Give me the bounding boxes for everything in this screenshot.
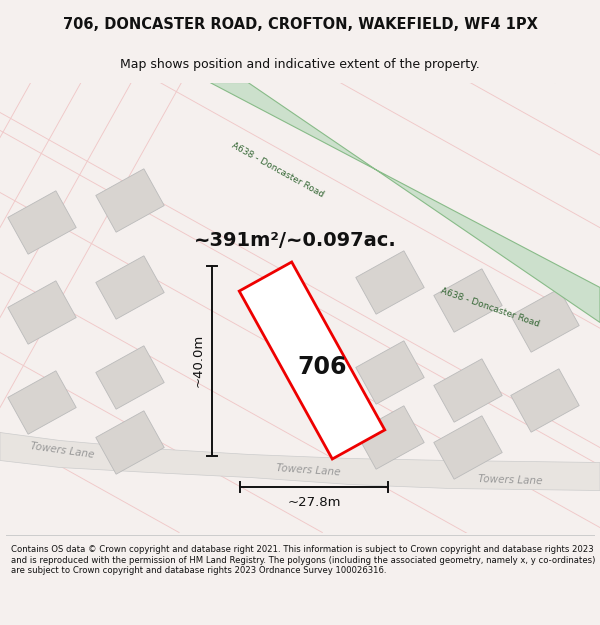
Text: Towers Lane: Towers Lane [478,474,542,487]
Polygon shape [96,169,164,232]
Text: Towers Lane: Towers Lane [275,463,340,478]
Polygon shape [356,341,424,404]
Polygon shape [96,256,164,319]
Polygon shape [239,262,385,459]
Text: Map shows position and indicative extent of the property.: Map shows position and indicative extent… [120,58,480,71]
Text: ~391m²/~0.097ac.: ~391m²/~0.097ac. [194,231,397,250]
Text: Contains OS data © Crown copyright and database right 2021. This information is : Contains OS data © Crown copyright and d… [11,546,595,575]
Polygon shape [434,416,502,479]
Text: ~27.8m: ~27.8m [287,496,341,509]
Polygon shape [356,251,424,314]
Polygon shape [511,369,579,432]
Polygon shape [8,371,76,434]
Polygon shape [8,281,76,344]
Polygon shape [8,191,76,254]
Text: ~40.0m: ~40.0m [191,334,205,387]
Text: 706: 706 [297,356,347,379]
Polygon shape [96,346,164,409]
Text: A638 - Doncaster Road: A638 - Doncaster Road [439,286,541,329]
Text: 706, DONCASTER ROAD, CROFTON, WAKEFIELD, WF4 1PX: 706, DONCASTER ROAD, CROFTON, WAKEFIELD,… [62,18,538,32]
Text: A638 - Doncaster Road: A638 - Doncaster Road [230,141,326,199]
Polygon shape [0,432,600,491]
Text: Towers Lane: Towers Lane [29,441,95,460]
Polygon shape [356,406,424,469]
Polygon shape [434,269,502,332]
Polygon shape [96,411,164,474]
Polygon shape [210,82,600,322]
Polygon shape [511,289,579,352]
Polygon shape [434,359,502,423]
